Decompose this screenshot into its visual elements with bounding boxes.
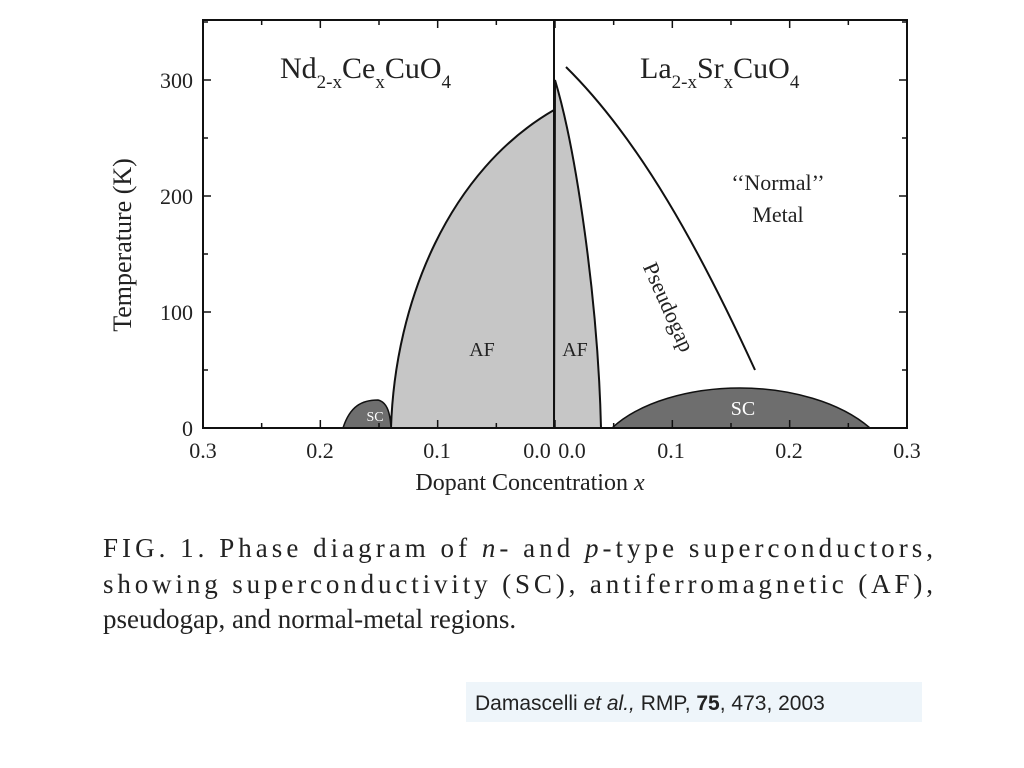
region-label: SC [366, 410, 383, 425]
x-tick-label: 0.0 [558, 438, 586, 463]
x-tick-label: 0.3 [893, 438, 921, 463]
x-tick-label: 0.3 [189, 438, 217, 463]
x-tick-label: 0.2 [775, 438, 803, 463]
caption-part: - and [499, 533, 581, 563]
caption-part: -type superconductors, [603, 533, 933, 563]
caption-line: pseudogap, and normal-metal regions. [103, 604, 516, 634]
left-compound: Nd2-xCexCuO4 [280, 52, 452, 93]
region-label: ‘‘Normal’’ [731, 170, 824, 195]
caption-part: FIG. 1. Phase diagram of [103, 533, 478, 563]
region-label: Metal [752, 202, 803, 227]
citation-part: , 473, 2003 [720, 692, 825, 715]
formula-part: CuO [733, 52, 790, 85]
citation: Damascelli et al., RMP, 75, 473, 2003 [475, 692, 825, 715]
formula-part: La [640, 52, 672, 85]
x-tick-label: 0.2 [306, 438, 334, 463]
formula-sub: x [375, 72, 385, 93]
y-tick-label: 200 [160, 184, 193, 209]
formula-part: CuO [385, 52, 442, 85]
region-label: SC [731, 398, 755, 420]
af-region-left [389, 108, 555, 429]
caption-part: pseudogap, and normal-metal regions. [103, 604, 516, 634]
y-tick-label: 0 [182, 416, 193, 441]
x-tick-label: 0.0 [523, 438, 551, 463]
sc-region-left [341, 399, 392, 429]
right-compound: La2-xSrxCuO4 [640, 52, 800, 93]
formula-sub: 2-x [317, 72, 343, 93]
caption-line: showing superconductivity (SC), antiferr… [103, 569, 933, 599]
caption-part: p [583, 533, 599, 563]
formula-part: Nd [280, 52, 317, 85]
citation-part: et al., [584, 692, 635, 715]
axis-title-var: x [633, 470, 645, 496]
caption-part: showing superconductivity (SC), antiferr… [103, 569, 933, 599]
x-tick-label: 0.1 [657, 438, 685, 463]
formula-sub: 2-x [672, 72, 698, 93]
caption: FIG. 1. Phase diagram of n- and p -type s… [103, 533, 933, 634]
sc-region-right [610, 387, 873, 429]
formula-part: Sr [697, 52, 724, 85]
region-label: AF [469, 339, 495, 361]
y-tick-label: 300 [160, 68, 193, 93]
y-tick-label: 100 [160, 300, 193, 325]
region-label: Pseudogap [638, 258, 700, 355]
citation-part: 75 [696, 692, 720, 715]
pseudogap-line [565, 66, 756, 371]
formula-sub: 4 [442, 72, 452, 93]
caption-part: n [482, 533, 496, 563]
y-axis-title: Temperature (K) [108, 158, 137, 332]
citation-box [466, 682, 922, 722]
x-axis-title: Dopant Concentration x [415, 470, 645, 496]
region-label: AF [562, 339, 588, 361]
axis-title-part: Dopant Concentration [415, 470, 634, 496]
citation-part: RMP, [635, 692, 696, 715]
phase-diagram: Nd2-xCexCuO4 La2-xSrxCuO4 AF AF SC SC Ps… [108, 19, 921, 496]
formula-part: Ce [342, 52, 375, 85]
formula-sub: 4 [790, 72, 800, 93]
af-region-right [552, 79, 603, 429]
citation-part: Damascelli [475, 692, 584, 715]
caption-line: FIG. 1. Phase diagram of n- and p -type s… [103, 533, 933, 563]
x-tick-label: 0.1 [423, 438, 451, 463]
formula-sub: x [724, 72, 734, 93]
